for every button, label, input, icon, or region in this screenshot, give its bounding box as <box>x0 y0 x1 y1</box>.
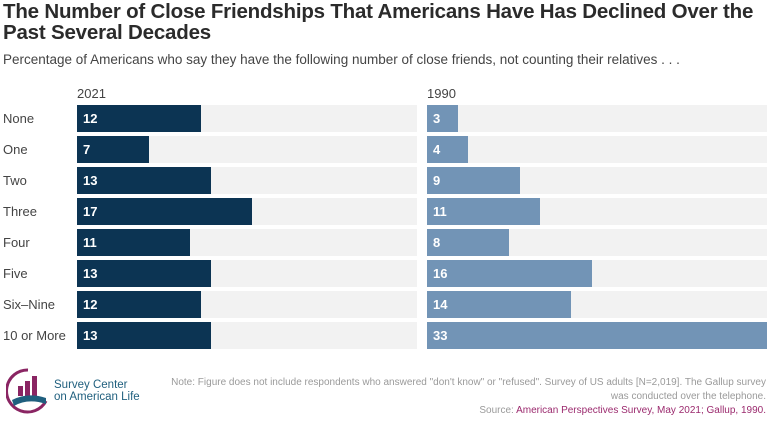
bar-track: 3 <box>427 105 767 132</box>
data-label: 11 <box>433 204 447 219</box>
bar-track: 16 <box>427 260 767 287</box>
bar-2021-2 <box>77 167 211 194</box>
bar-2021-3 <box>77 198 253 225</box>
bar-track: 13 <box>77 260 417 287</box>
bar-1990-7 <box>427 322 767 349</box>
bar-2021-0 <box>77 105 201 132</box>
data-label: 3 <box>433 111 441 126</box>
data-label: 8 <box>433 235 441 250</box>
logo-line2: on American Life <box>54 391 140 403</box>
category-label: One <box>3 142 28 157</box>
bar-1990-3 <box>427 198 541 225</box>
bar-track: 12 <box>77 291 417 318</box>
data-label: 13 <box>83 266 98 281</box>
note-text: Note: Figure does not include respondent… <box>171 377 766 402</box>
data-label: 9 <box>433 173 441 188</box>
source-text: American Perspectives Survey, May 2021; … <box>516 405 766 416</box>
bar-track: 13 <box>77 322 417 349</box>
data-label: 33 <box>433 328 448 343</box>
bar-track: 13 <box>77 167 417 194</box>
bar-track: 33 <box>427 322 767 349</box>
category-label: Three <box>3 204 37 219</box>
bar-track: 8 <box>427 229 767 256</box>
bar-track: 14 <box>427 291 767 318</box>
data-label: 16 <box>433 266 448 281</box>
category-label: 10 or More <box>3 328 66 343</box>
category-label: Four <box>3 235 30 250</box>
bar-track: 7 <box>77 136 417 163</box>
logo-line1: Survey Center <box>54 379 128 391</box>
bar-track: 17 <box>77 198 417 225</box>
logo: Survey Center on American Life <box>6 368 140 414</box>
data-label: 13 <box>83 173 98 188</box>
bar-1990-2 <box>427 167 520 194</box>
data-label: 17 <box>83 204 98 219</box>
data-label: 12 <box>83 297 98 312</box>
panel-header-1990: 1990 <box>427 86 456 101</box>
bar-1990-5 <box>427 260 592 287</box>
category-label: Six–Nine <box>3 297 56 312</box>
chart-subtitle: Percentage of Americans who say they hav… <box>3 52 680 67</box>
chart-title: The Number of Close Friendships That Ame… <box>3 0 754 44</box>
data-label: 12 <box>83 111 98 126</box>
bar-track: 11 <box>427 198 767 225</box>
bar-track: 12 <box>77 105 417 132</box>
bar-1990-6 <box>427 291 572 318</box>
survey-center-logo-icon <box>6 368 48 414</box>
footnote: Note: Figure does not include respondent… <box>166 376 766 418</box>
data-label: 13 <box>83 328 98 343</box>
bar-2021-7 <box>77 322 211 349</box>
bar-2021-5 <box>77 260 211 287</box>
bar-track: 11 <box>77 229 417 256</box>
bar-1990-0 <box>427 105 458 132</box>
bar-track: 4 <box>427 136 767 163</box>
bar-track: 9 <box>427 167 767 194</box>
data-label: 4 <box>433 142 441 157</box>
data-label: 7 <box>83 142 91 157</box>
bar-2021-6 <box>77 291 201 318</box>
category-label: None <box>3 111 35 126</box>
panel-header-2021: 2021 <box>77 86 106 101</box>
category-label: Two <box>3 173 27 188</box>
category-label: Five <box>3 266 28 281</box>
data-label: 11 <box>83 235 97 250</box>
bar-1990-1 <box>427 136 469 163</box>
bar-2021-1 <box>77 136 150 163</box>
bar-1990-4 <box>427 229 510 256</box>
source-label: Source: <box>479 405 517 416</box>
data-label: 14 <box>433 297 448 312</box>
bar-2021-4 <box>77 229 191 256</box>
